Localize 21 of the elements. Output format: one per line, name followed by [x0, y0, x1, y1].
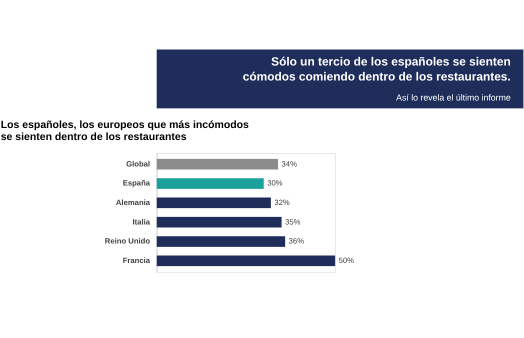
data-label: 36% — [288, 236, 304, 246]
bar — [156, 198, 271, 208]
bar — [156, 216, 282, 228]
text: Así lo revela el último informe — [396, 92, 511, 103]
bar — [156, 158, 278, 170]
data-label: 34% — [282, 159, 298, 168]
text: Los españoles, los europeos que más incómodos se sienten dentro de los restaurantes — [0, 120, 250, 143]
text: Sólo un tercio de los españoles se sienten cómodos comiendo dentro de los restaurantes. — [242, 54, 511, 84]
y-tick-label: Alemania — [116, 198, 151, 207]
y-tick-label: España — [122, 178, 151, 188]
data-label: 30% — [267, 178, 283, 188]
y-tick-label: Francia — [122, 256, 151, 265]
data-label: 32% — [274, 198, 290, 207]
data-label: 35% — [285, 217, 301, 226]
bar — [156, 236, 286, 247]
y-tick-label: Global — [126, 159, 150, 168]
bar — [156, 256, 336, 266]
y-tick-label: Reino Unido — [104, 236, 150, 246]
bar — [156, 178, 264, 189]
data-label: 50% — [338, 256, 354, 265]
y-tick-label: Italia — [132, 217, 151, 226]
